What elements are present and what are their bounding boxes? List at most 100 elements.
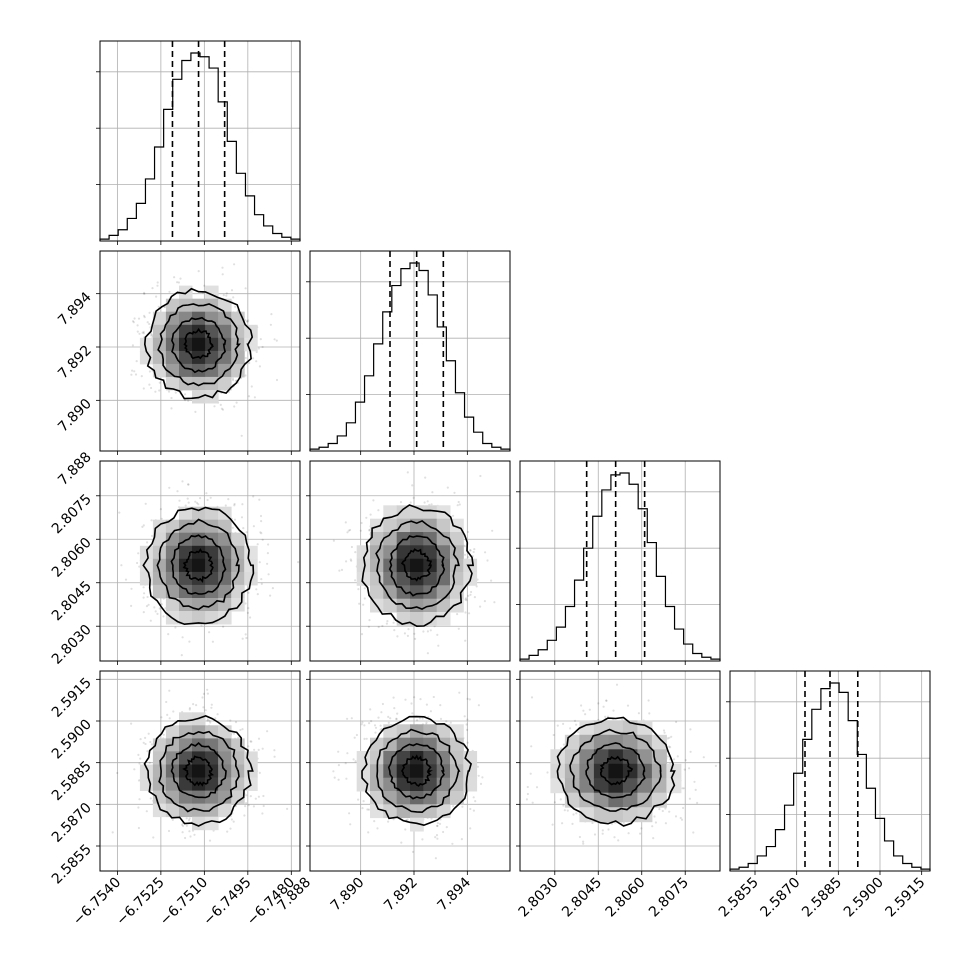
scatter-point [363, 587, 366, 590]
density-cell [165, 545, 180, 560]
scatter-point [233, 518, 237, 521]
scatter-point [227, 498, 230, 501]
scatter-point [170, 407, 173, 410]
scatter-point [373, 820, 376, 823]
scatter-point [245, 531, 248, 534]
density-cell [383, 777, 398, 792]
scatter-point [234, 305, 237, 308]
scatter-point [479, 605, 482, 608]
density-cell [410, 791, 424, 805]
density-cell [152, 764, 167, 778]
scatter-point [239, 728, 242, 732]
scatter-point [250, 385, 253, 388]
density-cell [463, 764, 478, 779]
scatter-point [195, 704, 198, 707]
scatter-point [144, 502, 147, 505]
scatter-point [275, 339, 278, 342]
scatter-point [344, 762, 347, 765]
density-cell [356, 558, 371, 573]
density-cell [152, 803, 167, 818]
scatter-point [266, 552, 269, 555]
scatter-point [426, 500, 429, 503]
scatter-point [425, 703, 428, 706]
density-cell [165, 350, 180, 365]
scatter-point [149, 740, 152, 744]
density-cell [192, 764, 206, 778]
density-cell [139, 777, 154, 791]
scatter-point [144, 742, 147, 746]
density-cell [179, 350, 193, 365]
scatter-point [146, 321, 149, 324]
scatter-point [229, 719, 232, 722]
scatter-point [256, 543, 259, 546]
density-cell [218, 751, 232, 765]
scatter-point [472, 809, 475, 812]
scatter-point [245, 794, 248, 797]
scatter-point [204, 709, 207, 712]
scatter-point [142, 524, 145, 527]
density-cell [383, 585, 398, 600]
scatter-point [270, 313, 273, 316]
scatter-point [168, 290, 171, 293]
scatter-point [380, 711, 383, 714]
density-cell [383, 572, 398, 586]
density-cell [192, 376, 206, 391]
scatter-point [395, 718, 398, 721]
density-cell [218, 764, 232, 778]
scatter-point [148, 322, 151, 326]
scatter-point [206, 719, 209, 722]
scatter-point [449, 721, 452, 724]
density-cell [383, 558, 398, 573]
scatter-point [385, 622, 388, 625]
scatter-point [387, 721, 390, 724]
density-cell [356, 572, 371, 586]
scatter-point [257, 795, 260, 798]
scatter-point [406, 471, 409, 474]
scatter-point [463, 553, 467, 556]
contour-2-1-0 [400, 548, 433, 582]
scatter-point [210, 706, 213, 709]
density-cell [218, 725, 232, 739]
scatter-point [130, 604, 133, 608]
scatter-point [337, 750, 340, 753]
density-cell [231, 324, 245, 339]
scatter-point [165, 700, 168, 704]
scatter-point [136, 561, 139, 565]
scatter-point [403, 632, 406, 635]
scatter-point [338, 569, 341, 572]
scatter-point [152, 836, 155, 839]
scatter-point [399, 501, 403, 504]
density-cell [231, 790, 245, 805]
density-cell [463, 777, 478, 792]
scatter-point [216, 713, 219, 716]
scatter-point [222, 294, 225, 297]
scatter-point [452, 514, 455, 517]
scatter-point [477, 774, 480, 777]
scatter-point [473, 596, 476, 599]
scatter-point [470, 590, 473, 594]
density-cell [192, 558, 206, 573]
density-cell [450, 751, 464, 765]
scatter-point [491, 529, 494, 532]
scatter-point [436, 633, 439, 637]
scatter-point [269, 323, 272, 326]
scatter-point [367, 625, 370, 628]
scatter-point [154, 610, 157, 613]
scatter-point [186, 497, 189, 500]
density-cell [192, 584, 206, 599]
density-cell [179, 712, 193, 726]
scatter-point [252, 357, 255, 360]
scatter-point [353, 736, 356, 739]
scatter-point [145, 605, 149, 608]
density-cell [450, 545, 464, 560]
scatter-point [167, 633, 170, 636]
panel-frame-1-0 [99, 250, 301, 452]
scatter-point [150, 519, 153, 522]
scatter-point [377, 509, 380, 512]
density-cell [436, 751, 451, 765]
density-cell [152, 584, 167, 599]
density-cell [410, 612, 424, 626]
scatter-point [130, 722, 133, 725]
scatter-point [355, 733, 358, 737]
